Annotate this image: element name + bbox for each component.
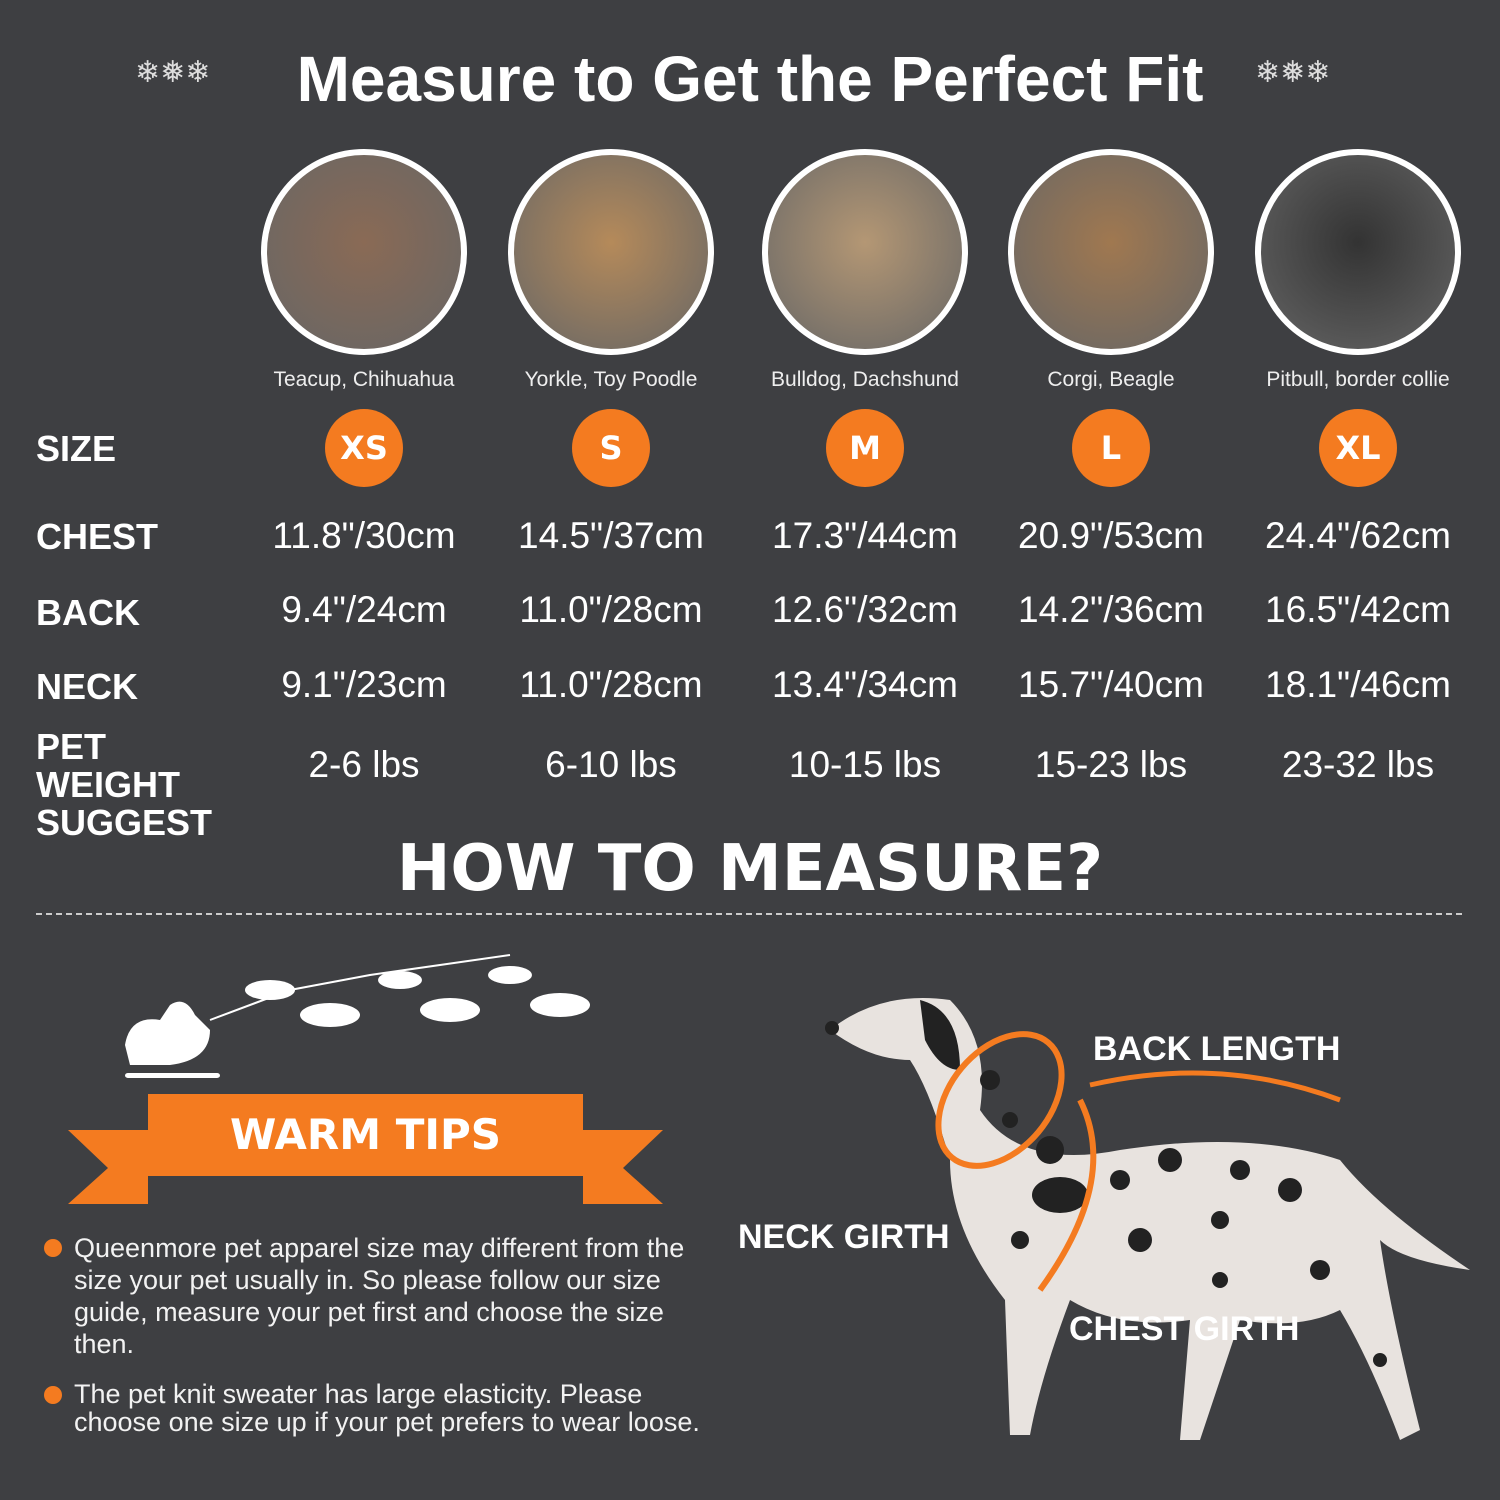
neck-value: 11.0"/28cm xyxy=(519,664,703,705)
dog-photo xyxy=(508,149,714,355)
weight-value: 6-10 lbs xyxy=(545,744,677,785)
size-badge: L xyxy=(1072,409,1150,487)
weight-value: 15-23 lbs xyxy=(1034,744,1188,785)
breed-label: Bulldog, Dachshund xyxy=(771,368,959,391)
breed-label: Teacup, Chihuahua xyxy=(273,368,455,391)
chest-value: 24.4"/62cm xyxy=(1265,515,1451,556)
santa-sleigh-icon xyxy=(125,954,590,1078)
weight-value: 10-15 lbs xyxy=(788,744,942,785)
neck-girth-label: NECK GIRTH xyxy=(738,1218,950,1256)
dalmatian-illustration xyxy=(825,998,1470,1440)
weight-label: PET WEIGHT SUGGEST xyxy=(36,726,213,843)
snowflake-icon: ❄❅❄ xyxy=(135,55,211,90)
warm-tips-title: WARM TIPS xyxy=(229,1110,501,1159)
tip-2: The pet knit sweater has large elasticit… xyxy=(74,1379,700,1437)
tip-1: Queenmore pet apparel size may different… xyxy=(74,1233,685,1359)
dog-photo xyxy=(261,149,467,355)
dog-photo xyxy=(1008,149,1214,355)
neck-value: 9.1"/23cm xyxy=(281,664,447,705)
dog-photo xyxy=(762,149,968,355)
size-badge: M xyxy=(826,409,904,487)
breed-label: Yorkle, Toy Poodle xyxy=(524,368,698,391)
back-value: 11.0"/28cm xyxy=(519,589,703,630)
dog-photo xyxy=(1255,149,1461,355)
breed-label: Pitbull, border collie xyxy=(1266,368,1450,391)
breed-label: Corgi, Beagle xyxy=(1047,368,1175,391)
chest-value: 20.9"/53cm xyxy=(1018,515,1204,556)
neck-value: 13.4"/34cm xyxy=(772,664,958,705)
size-badge: XS xyxy=(325,409,403,487)
bullet-icon xyxy=(44,1386,62,1404)
chest-label: CHEST xyxy=(36,516,159,557)
divider xyxy=(36,913,1462,915)
back-value: 9.4"/24cm xyxy=(281,589,447,630)
back-value: 16.5"/42cm xyxy=(1265,589,1451,630)
snowflake-icon: ❄❅❄ xyxy=(1255,55,1331,90)
chest-value: 17.3"/44cm xyxy=(772,515,958,556)
chest-value: 14.5"/37cm xyxy=(518,515,704,556)
weight-value: 23-32 lbs xyxy=(1281,744,1435,785)
weight-value: 2-6 lbs xyxy=(308,744,420,785)
page-title: Measure to Get the Perfect Fit xyxy=(296,43,1204,115)
back-value: 12.6"/32cm xyxy=(772,589,958,630)
size-badge: S xyxy=(572,409,650,487)
back-value: 14.2"/36cm xyxy=(1018,589,1204,630)
how-to-measure-heading: HOW TO MEASURE? xyxy=(396,832,1104,906)
chest-value: 11.8"/30cm xyxy=(272,515,456,556)
neck-label: NECK xyxy=(36,666,139,707)
size-label: SIZE xyxy=(36,428,117,469)
warm-tips-ribbon xyxy=(68,1094,663,1204)
bullet-icon xyxy=(44,1239,62,1257)
size-badge: XL xyxy=(1319,409,1397,487)
back-length-label: BACK LENGTH xyxy=(1093,1030,1341,1068)
neck-value: 15.7"/40cm xyxy=(1018,664,1204,705)
back-label: BACK xyxy=(36,592,140,633)
chest-girth-label: CHEST GIRTH xyxy=(1069,1310,1300,1348)
neck-value: 18.1"/46cm xyxy=(1265,664,1451,705)
